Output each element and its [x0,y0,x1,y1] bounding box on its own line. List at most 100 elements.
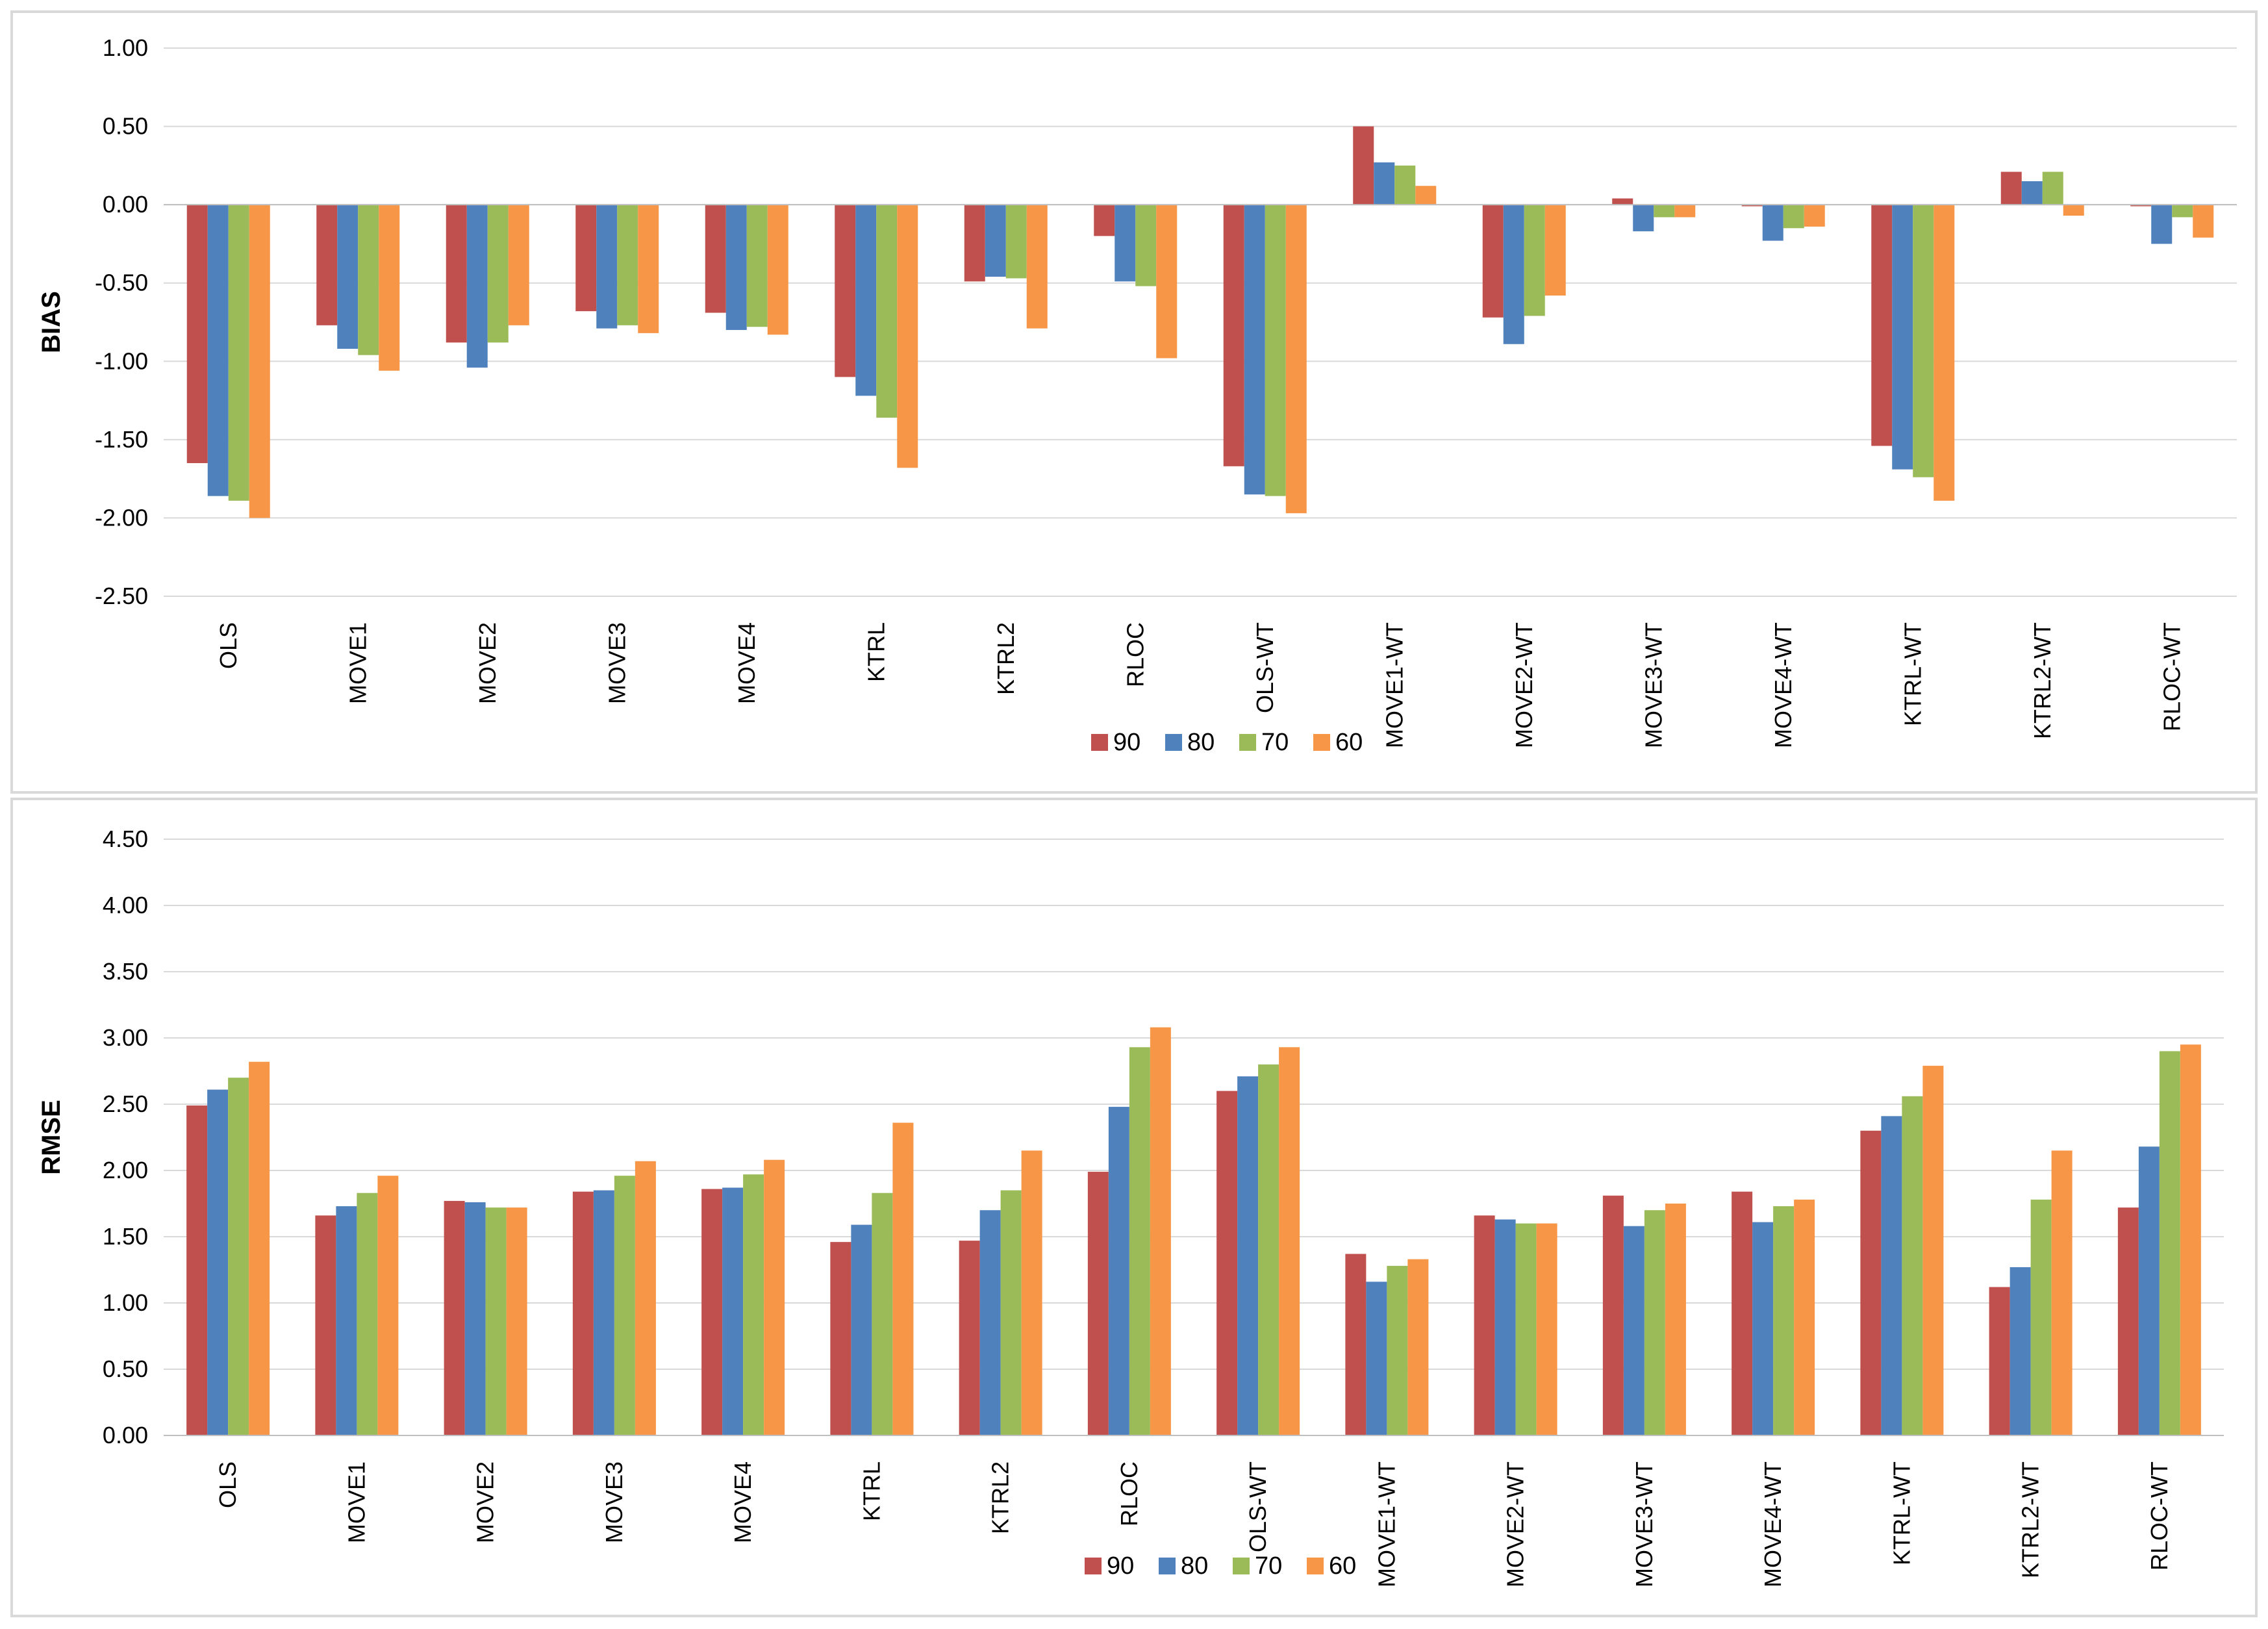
bias-bar-MOVE4-90 [705,205,726,313]
rmse-bar-KTRL-WT-60 [1922,1065,1944,1435]
rmse-bar-KTRL-80 [851,1224,872,1435]
rmse-legend-swatch-60 [1307,1558,1324,1574]
rmse-bar-KTRL2-WT-70 [2030,1199,2052,1435]
rmse-bar-MOVE2-90 [444,1200,465,1435]
rmse-bar-MOVE2-80 [464,1202,486,1435]
rmse-bar-MOVE4-WT-60 [1794,1199,1815,1435]
rmse-x-tick-labels: OLS MOVE1 MOVE2 MOVE3 MOVE4 KTRL KTRL2 RLOC OLS-… [214,1461,2173,1587]
rmse-bar-OLS-WT-60 [1279,1047,1300,1435]
rmse-x-tick-label: KTRL2 [987,1461,1014,1534]
bias-bar-MOVE1-90 [316,205,338,325]
rmse-x-tick-label: MOVE2 [472,1461,499,1543]
bias-bar-OLS-WT-90 [1223,205,1244,466]
bias-bar-OLS-70 [228,205,249,501]
rmse-bar-KTRL-WT-70 [1902,1096,1923,1435]
rmse-bar-KTRL2-60 [1021,1150,1042,1435]
bias-y-tick-label: -0.50 [95,270,148,296]
rmse-y-tick-label: 1.00 [103,1289,148,1316]
bias-bar-OLS-80 [207,205,229,496]
rmse-x-tick-label: MOVE4 [729,1461,756,1543]
rmse-bar-OLS-WT-70 [1258,1064,1279,1435]
rmse-bar-KTRL-60 [892,1122,914,1435]
bias-bar-MOVE1-70 [358,205,379,355]
bias-bar-RLOC-80 [1115,205,1136,282]
rmse-y-tick-label: 4.50 [103,826,148,852]
rmse-x-tick-label: RLOC [1116,1461,1142,1526]
bias-bar-MOVE2-WT-80 [1503,205,1524,344]
bias-bar-KTRL-WT-60 [1934,205,1955,501]
rmse-bar-MOVE4-60 [764,1159,785,1435]
rmse-bar-MOVE1-70 [357,1193,378,1435]
bias-y-tick-label: -2.00 [95,504,148,531]
rmse-bar-KTRL-WT-90 [1860,1130,1882,1435]
bias-legend-swatch-90 [1091,734,1108,751]
bias-bar-RLOC-WT-70 [2172,205,2193,218]
rmse-bar-RLOC-60 [1150,1027,1171,1435]
bias-bar-KTRL-70 [876,205,898,418]
bias-y-tick-label: -1.50 [95,426,148,453]
bias-x-tick-label: OLS-WT [1252,622,1278,713]
rmse-bar-OLS-60 [249,1061,270,1435]
bias-x-tick-label: MOVE3 [603,622,630,704]
rmse-bar-MOVE1-WT-80 [1366,1282,1387,1435]
rmse-bar-MOVE3-70 [614,1176,635,1435]
rmse-legend-swatch-90 [1085,1558,1102,1574]
rmse-bar-MOVE4-70 [743,1174,764,1435]
bias-bar-MOVE3-WT-70 [1654,205,1675,218]
rmse-bar-OLS-WT-90 [1216,1091,1238,1435]
bias-bar-KTRL2-80 [985,205,1006,277]
rmse-bar-KTRL-70 [872,1193,893,1435]
bias-bar-MOVE3-WT-90 [1612,198,1633,205]
bias-bar-MOVE4-WT-60 [1804,205,1825,227]
rmse-bar-MOVE2-70 [485,1207,507,1435]
bias-y-tick-label: -2.50 [95,583,148,609]
rmse-bar-MOVE1-80 [336,1206,357,1435]
bias-bar-MOVE4-80 [725,205,747,331]
bias-bar-OLS-WT-70 [1265,205,1286,496]
rmse-bar-RLOC-WT-60 [2180,1044,2201,1435]
bias-bar-RLOC-70 [1135,205,1157,286]
rmse-bar-KTRL2-90 [959,1241,980,1435]
rmse-legend-swatch-80 [1159,1558,1176,1574]
rmse-x-tick-label: OLS [214,1461,241,1508]
bias-legend: 90 80 70 60 [1091,729,1363,756]
rmse-bar-RLOC-70 [1129,1047,1150,1435]
rmse-bar-MOVE3-80 [593,1190,614,1435]
rmse-y-tick-label: 0.00 [103,1422,148,1448]
bias-x-tick-label: OLS [215,622,242,669]
bias-bar-MOVE2-60 [508,205,529,325]
rmse-legend-label-60: 60 [1329,1552,1356,1580]
bias-legend-swatch-70 [1239,734,1256,751]
rmse-bar-MOVE2-WT-60 [1536,1223,1557,1435]
rmse-bar-KTRL2-WT-60 [2051,1150,2073,1435]
bias-bar-OLS-60 [249,205,270,518]
bias-bar-MOVE2-WT-90 [1482,205,1504,318]
bias-bar-MOVE2-WT-70 [1524,205,1545,316]
bias-bar-MOVE4-WT-80 [1762,205,1783,241]
bias-bar-MOVE3-WT-60 [1674,205,1696,218]
rmse-bars [186,1027,2201,1435]
bias-y-axis-title: BIAS [37,291,66,353]
bias-bar-KTRL2-90 [964,205,985,282]
bias-legend-swatch-60 [1313,734,1330,751]
bias-chart-panel: 1.00 0.50 0.00 -0.50 -1.00 -1.50 -2.00 -2.50 BIA… [10,10,2258,794]
rmse-x-tick-label: MOVE3-WT [1631,1461,1657,1587]
bias-bar-OLS-WT-60 [1285,205,1307,514]
bias-bar-MOVE1-WT-80 [1374,162,1395,205]
bias-x-tick-label: KTRL-WT [1899,622,1926,726]
bias-y-tick-label: 1.00 [103,34,148,61]
rmse-x-tick-label: KTRL-WT [1888,1461,1915,1565]
bias-chart: 1.00 0.50 0.00 -0.50 -1.00 -1.50 -2.00 -2.50 BIA… [37,34,2237,756]
bias-bar-MOVE3-90 [575,205,597,312]
bias-x-tick-label: MOVE4 [733,622,760,704]
bias-bar-KTRL-WT-80 [1892,205,1913,470]
bias-x-tick-label: MOVE1 [344,622,371,704]
bias-bar-MOVE3-70 [617,205,638,325]
rmse-bar-MOVE3-WT-80 [1623,1226,1644,1435]
rmse-x-tick-label: MOVE1-WT [1373,1461,1400,1587]
bias-bar-RLOC-60 [1156,205,1178,359]
rmse-bar-MOVE4-WT-80 [1752,1222,1774,1435]
rmse-y-tick-label: 3.00 [103,1024,148,1051]
bias-legend-label-80: 80 [1187,729,1215,756]
bias-bar-MOVE2-70 [487,205,509,343]
